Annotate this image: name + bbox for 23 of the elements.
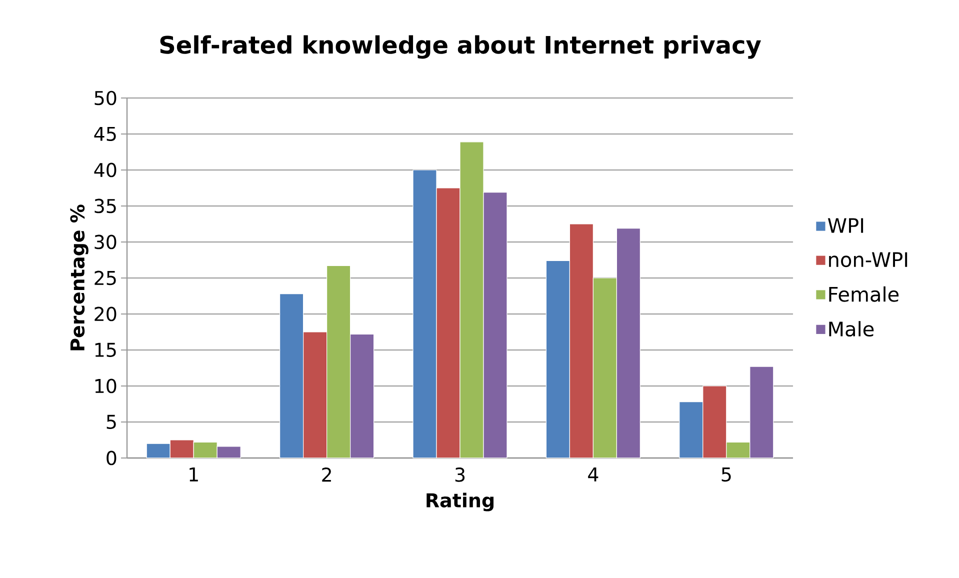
x-tick-label: 5	[722, 468, 731, 482]
legend-label: non-WPI	[829, 252, 908, 268]
chart-title: Self-rated knowledge about Internet privacy	[160, 35, 761, 59]
y-axis-title: Percentage %	[70, 204, 88, 350]
y-tick-label: 20	[94, 306, 116, 322]
y-tick-label: 5	[106, 414, 116, 430]
legend-label: WPI	[828, 218, 864, 233]
legend-label: Female	[829, 286, 899, 302]
x-tick-label: 3	[455, 468, 465, 482]
legend-label: Male	[829, 321, 874, 337]
y-tick-label: 45	[94, 126, 116, 142]
x-tick-label: 2	[322, 468, 331, 482]
x-axis-title: Rating	[426, 492, 494, 512]
y-tick-label: 35	[94, 198, 116, 214]
x-tick-label: 1	[190, 468, 198, 482]
y-tick-label: 15	[95, 342, 116, 358]
x-tick-label: 4	[588, 468, 598, 482]
y-tick-label: 0	[106, 450, 116, 466]
y-tick-label: 40	[94, 162, 116, 178]
y-tick-label: 10	[95, 378, 116, 394]
y-tick-label: 30	[94, 234, 116, 250]
y-tick-label: 50	[94, 90, 116, 106]
y-tick-label: 25	[94, 270, 116, 286]
